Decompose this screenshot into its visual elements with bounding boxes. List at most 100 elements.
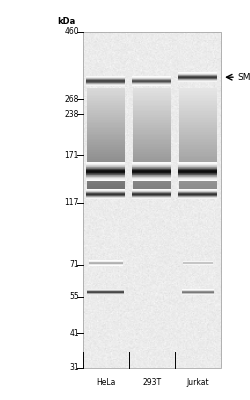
Bar xyxy=(132,147,170,149)
Bar xyxy=(178,90,216,91)
Bar xyxy=(178,125,216,127)
Bar xyxy=(132,165,171,166)
Bar xyxy=(178,184,216,186)
Bar xyxy=(178,138,216,140)
Bar xyxy=(178,169,216,171)
Bar xyxy=(132,96,170,98)
Bar xyxy=(178,166,216,167)
Bar xyxy=(87,162,124,164)
Text: HeLa: HeLa xyxy=(96,378,115,387)
Bar xyxy=(87,93,124,94)
Bar xyxy=(87,157,124,159)
Bar xyxy=(87,112,124,113)
Bar xyxy=(87,137,124,138)
Text: 41: 41 xyxy=(69,329,79,338)
Bar xyxy=(178,135,216,137)
Bar xyxy=(178,147,216,149)
Bar xyxy=(178,128,216,130)
Bar xyxy=(87,110,124,112)
Bar xyxy=(87,184,124,186)
Bar xyxy=(132,142,170,144)
Bar xyxy=(178,168,216,169)
Bar xyxy=(87,88,124,90)
Bar xyxy=(178,162,216,163)
Bar xyxy=(132,184,170,186)
Bar xyxy=(87,128,124,130)
Bar xyxy=(178,140,216,142)
Bar xyxy=(132,169,171,170)
Bar xyxy=(132,182,170,184)
Bar xyxy=(132,105,170,106)
Bar xyxy=(132,108,170,110)
Bar xyxy=(132,94,170,96)
Bar xyxy=(178,171,216,172)
Bar xyxy=(132,174,170,176)
Bar xyxy=(178,178,216,179)
Bar xyxy=(87,144,124,145)
Bar xyxy=(132,127,170,128)
Bar xyxy=(178,180,216,181)
Bar xyxy=(132,159,170,161)
Bar xyxy=(132,91,170,93)
Bar xyxy=(178,174,216,176)
Bar xyxy=(132,88,170,90)
Bar xyxy=(86,179,125,180)
Bar xyxy=(178,165,216,166)
Text: 268: 268 xyxy=(64,95,79,104)
Bar xyxy=(178,172,216,174)
Bar xyxy=(178,94,216,96)
Bar xyxy=(86,174,125,175)
Bar xyxy=(178,166,216,167)
Bar xyxy=(132,132,170,134)
Text: 117: 117 xyxy=(64,198,79,207)
Bar xyxy=(178,174,216,175)
Bar xyxy=(87,188,124,190)
Bar xyxy=(178,122,216,123)
Bar xyxy=(132,171,171,172)
Bar xyxy=(87,169,124,171)
Bar xyxy=(132,140,170,142)
Bar xyxy=(87,150,124,152)
Bar xyxy=(178,162,216,164)
Bar xyxy=(178,120,216,122)
Bar xyxy=(178,88,216,90)
Bar xyxy=(178,170,216,171)
Bar xyxy=(178,144,216,145)
Bar xyxy=(87,164,124,166)
Bar xyxy=(86,173,125,174)
Bar xyxy=(87,160,124,162)
Bar xyxy=(132,175,171,176)
Bar xyxy=(132,181,170,183)
Bar xyxy=(132,112,170,113)
Bar xyxy=(178,123,216,125)
Bar xyxy=(132,93,170,94)
Bar xyxy=(178,176,216,177)
Bar xyxy=(132,115,170,116)
Bar xyxy=(132,103,170,105)
Bar xyxy=(86,171,125,172)
Bar xyxy=(132,163,171,164)
Bar xyxy=(87,90,124,91)
Bar xyxy=(132,125,170,127)
Text: 293T: 293T xyxy=(142,378,161,387)
Bar xyxy=(178,118,216,120)
Bar xyxy=(178,149,216,150)
Bar xyxy=(87,91,124,93)
Bar xyxy=(132,156,170,157)
Bar xyxy=(132,152,170,154)
Bar xyxy=(178,156,216,157)
Bar xyxy=(178,179,216,181)
Bar xyxy=(178,115,216,116)
Bar xyxy=(87,159,124,161)
Bar xyxy=(132,172,170,174)
Bar xyxy=(132,135,170,137)
Bar xyxy=(132,128,170,130)
Bar xyxy=(87,154,124,156)
Bar xyxy=(178,178,216,179)
Bar xyxy=(87,140,124,142)
Bar xyxy=(132,100,170,101)
Bar xyxy=(178,173,216,174)
Bar xyxy=(132,98,170,100)
Bar xyxy=(178,106,216,108)
Bar xyxy=(132,145,170,147)
